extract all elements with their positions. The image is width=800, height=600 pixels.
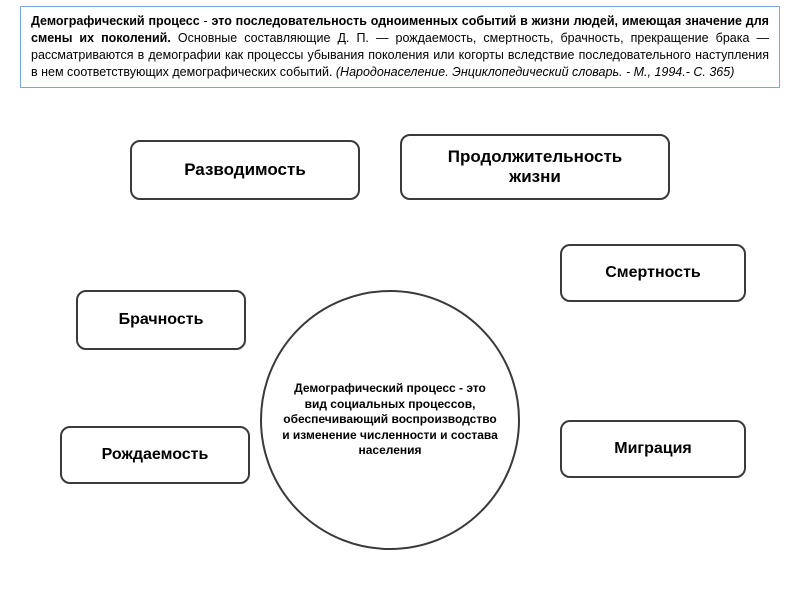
definition-term: Демографический процесс [31,14,200,28]
definition-dash: - [200,14,212,28]
node-label: Рождаемость [102,446,209,464]
node-brach: Брачность [76,290,246,350]
definition-citation: (Народонаселение. Энциклопедический слов… [336,65,734,79]
node-razvod: Разводимость [130,140,360,200]
node-migr: Миграция [560,420,746,478]
node-prodolzh: Продолжительность жизни [400,134,670,200]
node-label: Разводимость [184,160,306,180]
definition-box: Демографический процесс - это последоват… [20,6,780,88]
node-smert: Смертность [560,244,746,302]
node-label: Брачность [119,311,204,329]
node-label: Продолжительность жизни [448,147,623,187]
node-rozhd: Рождаемость [60,426,250,484]
node-label: Смертность [605,264,700,282]
node-label: Миграция [614,440,692,458]
diagram-area: Демографический процесс - это вид социал… [0,130,800,590]
center-circle-text: Демографический процесс - это вид социал… [282,381,498,459]
center-circle: Демографический процесс - это вид социал… [260,290,520,550]
